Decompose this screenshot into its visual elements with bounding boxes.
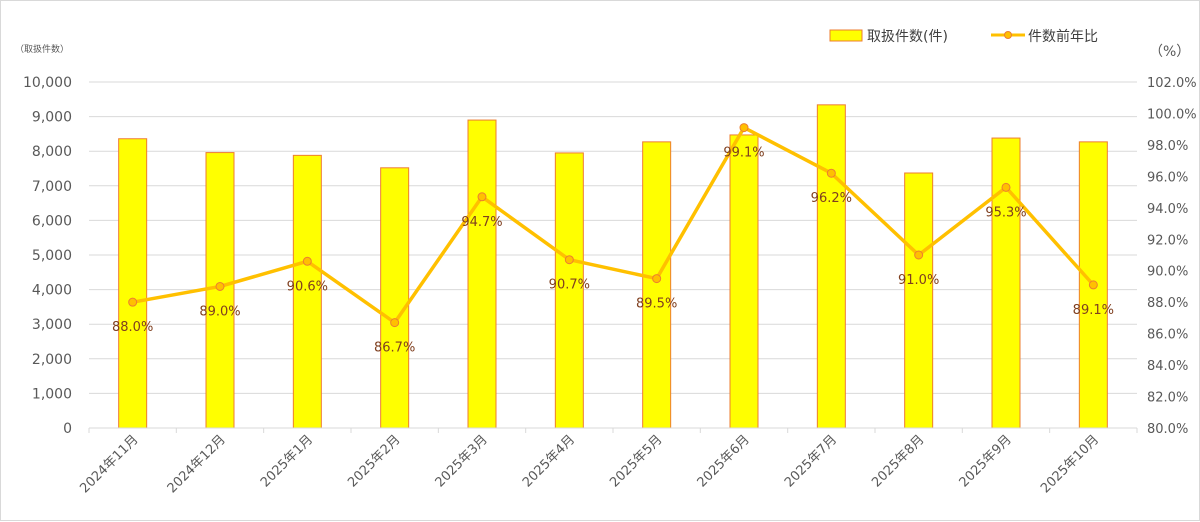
data-label: 95.3% — [985, 205, 1026, 220]
x-tick-label: 2024年12月 — [165, 432, 229, 496]
right-tick-label: 80.0% — [1147, 422, 1188, 437]
right-tick-label: 98.0% — [1147, 139, 1188, 154]
left-tick-label: 7,000 — [32, 179, 72, 195]
data-label: 90.6% — [287, 279, 328, 294]
line-marker — [1088, 280, 1098, 290]
legend: 取扱件数(件) 件数前年比 — [829, 28, 1098, 45]
right-tick-label: 82.0% — [1147, 391, 1188, 406]
line-marker — [914, 250, 924, 260]
data-label: 96.2% — [811, 191, 852, 206]
bar — [467, 119, 497, 429]
right-tick-label: 100.0% — [1147, 107, 1197, 122]
right-axis-unit: （%） — [1149, 44, 1190, 60]
bar-series — [118, 104, 1108, 429]
bar — [118, 138, 148, 429]
right-tick-label: 84.0% — [1147, 359, 1188, 374]
data-label: 89.1% — [1073, 303, 1114, 318]
right-tick-label: 88.0% — [1147, 296, 1188, 311]
left-tick-label: 5,000 — [32, 248, 72, 264]
right-tick-label: 86.0% — [1147, 328, 1188, 343]
left-tick-label: 9,000 — [32, 110, 72, 126]
right-tick-label: 102.0% — [1147, 76, 1197, 91]
x-tick-label: 2024年11月 — [77, 432, 141, 496]
left-tick-label: 2,000 — [32, 352, 72, 368]
data-label: 86.7% — [374, 341, 415, 356]
legend-line-marker-icon — [1004, 31, 1012, 39]
line-marker — [477, 192, 487, 202]
data-label: 88.0% — [112, 320, 153, 335]
x-tick-label: 2025年3月 — [433, 432, 491, 490]
bar — [292, 154, 322, 429]
x-tick-label: 2025年5月 — [607, 432, 665, 490]
x-tick-label: 2025年9月 — [957, 432, 1015, 490]
line-marker — [390, 318, 400, 328]
left-tick-label: 1,000 — [32, 386, 72, 402]
x-axis: 2024年11月 2024年12月 2025年1月 2025年2月 2025年3月 202… — [77, 427, 1138, 496]
x-tick-label: 2025年6月 — [695, 432, 753, 490]
left-axis-unit: （取扱件数） — [15, 43, 69, 55]
line-marker — [739, 123, 749, 133]
bar — [380, 167, 410, 429]
line-marker — [128, 297, 138, 307]
line-data-labels: 88.0% 89.0% 90.6% 86.7% 94.7% 90.7% 89.5% 99.1%… — [112, 146, 1114, 356]
left-tick-label: 10,000 — [23, 75, 72, 91]
x-tick-label: 2025年7月 — [782, 432, 840, 490]
x-tick-label: 2025年2月 — [345, 432, 403, 490]
data-label: 94.7% — [461, 215, 502, 230]
yoy-line — [132, 125, 1095, 325]
left-tick-label: 3,000 — [32, 317, 72, 333]
x-tick-label: 2025年1月 — [258, 432, 316, 490]
line-series — [128, 123, 1098, 328]
bar — [904, 172, 934, 429]
data-label: 91.0% — [898, 273, 939, 288]
line-marker — [302, 256, 312, 266]
bar — [729, 134, 759, 429]
x-tick-label: 2025年8月 — [869, 432, 927, 490]
bar — [642, 141, 672, 429]
left-tick-label: 8,000 — [32, 144, 72, 160]
legend-bar-swatch — [829, 29, 863, 42]
data-label: 89.0% — [199, 304, 240, 319]
gridlines — [89, 81, 1137, 394]
bar — [816, 104, 846, 429]
bar — [991, 137, 1021, 429]
left-tick-label: 0 — [63, 421, 72, 437]
right-tick-label: 96.0% — [1147, 170, 1188, 185]
data-label: 89.5% — [636, 297, 677, 312]
line-marker — [215, 281, 225, 291]
left-axis-ticks: 0 1,000 2,000 3,000 4,000 5,000 6,000 7,000 8,00… — [23, 75, 72, 437]
legend-bar-label: 取扱件数(件) — [867, 29, 948, 45]
legend-line-label: 件数前年比 — [1028, 28, 1098, 45]
line-marker — [826, 168, 836, 178]
line-marker — [1001, 182, 1011, 192]
right-tick-label: 92.0% — [1147, 233, 1188, 248]
left-tick-label: 4,000 — [32, 283, 72, 299]
right-tick-label: 90.0% — [1147, 265, 1188, 280]
x-tick-label: 2025年10月 — [1038, 432, 1102, 496]
left-tick-label: 6,000 — [32, 213, 72, 229]
x-tick-label: 2025年4月 — [520, 432, 578, 490]
line-marker — [652, 274, 662, 284]
line-marker — [564, 255, 574, 265]
data-label: 99.1% — [723, 146, 764, 161]
right-axis-ticks: 80.0% 82.0% 84.0% 86.0% 88.0% 90.0% 92.0% 94.0%… — [1147, 76, 1197, 437]
right-tick-label: 94.0% — [1147, 202, 1188, 217]
data-label: 90.7% — [549, 278, 590, 293]
